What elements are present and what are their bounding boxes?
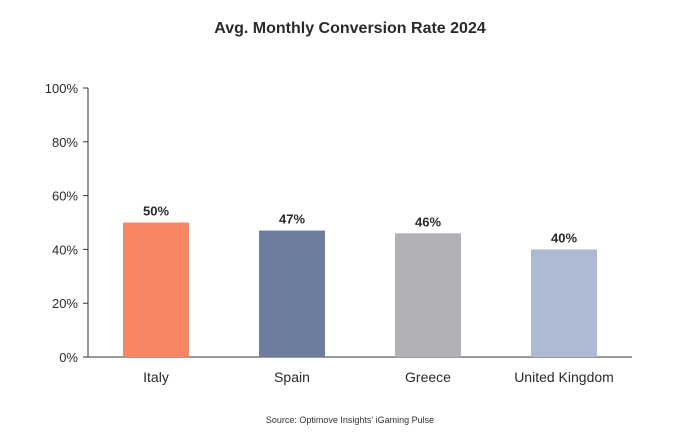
x-tick-label: Greece bbox=[405, 369, 451, 385]
y-tick-label: 0% bbox=[59, 350, 78, 365]
bar bbox=[531, 249, 597, 357]
y-tick-label: 100% bbox=[45, 81, 79, 96]
y-tick-label: 40% bbox=[52, 242, 78, 257]
bar-value-label: 47% bbox=[279, 212, 305, 227]
source-note: Source: Optimove Insights' iGaming Pulse bbox=[266, 415, 434, 425]
y-tick-label: 60% bbox=[52, 189, 78, 204]
chart-bars bbox=[123, 222, 597, 357]
chart-labels: 50% Italy 47% Spain 46% Greece 40% United Kingd… bbox=[143, 204, 614, 386]
bar bbox=[395, 233, 461, 357]
chart-title: Avg. Monthly Conversion Rate 2024 bbox=[214, 20, 486, 37]
y-tick-label: 80% bbox=[52, 135, 78, 150]
bar-value-label: 40% bbox=[551, 230, 577, 245]
x-tick-label: United Kingdom bbox=[514, 369, 614, 385]
bar bbox=[259, 230, 325, 357]
x-tick-label: Spain bbox=[274, 369, 310, 385]
bar-value-label: 50% bbox=[143, 204, 169, 219]
x-tick-label: Italy bbox=[143, 369, 169, 385]
bar-value-label: 46% bbox=[415, 214, 441, 229]
bar bbox=[123, 222, 189, 357]
y-tick-label: 20% bbox=[52, 296, 78, 311]
